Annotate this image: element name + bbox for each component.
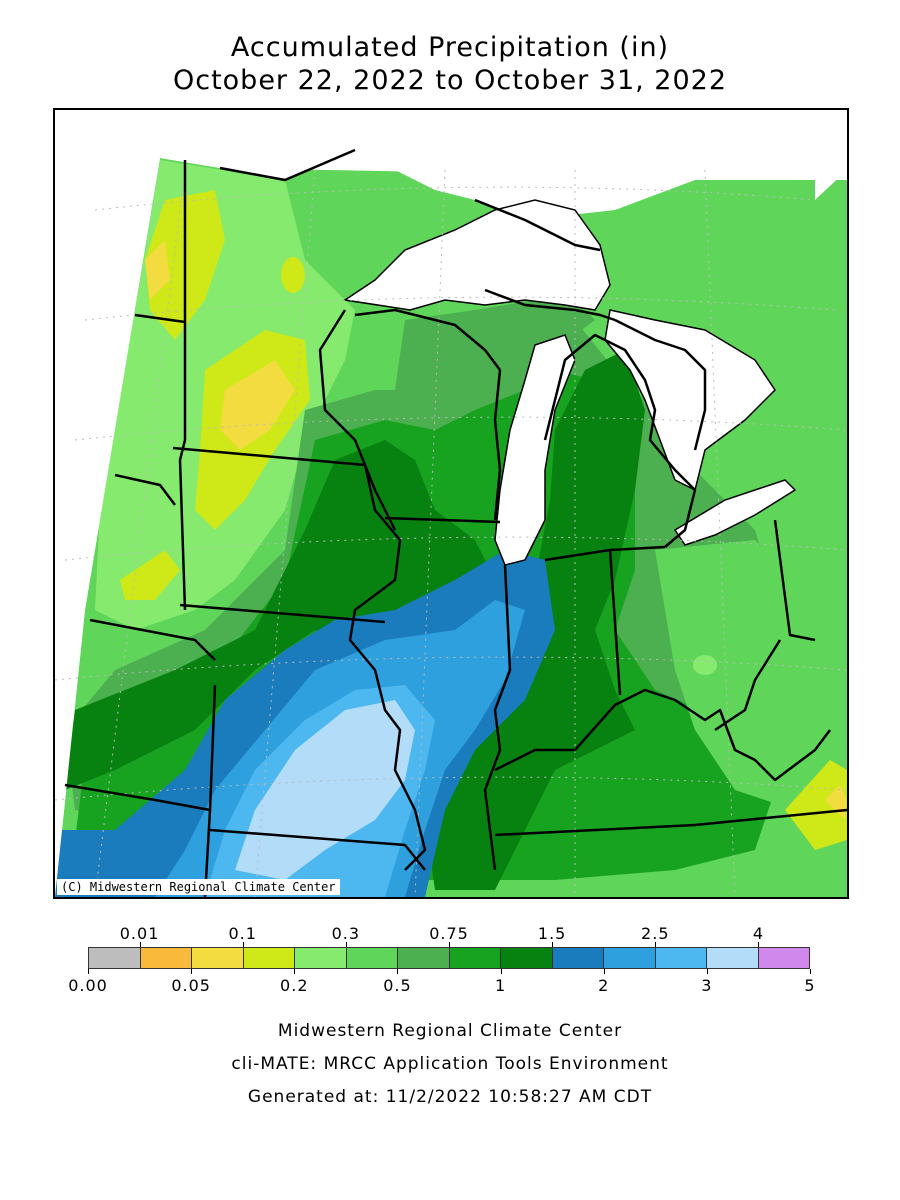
legend-swatch [140,948,192,968]
legend-swatch [501,948,553,968]
legend-tick [397,969,399,974]
lake-huron [604,309,776,492]
precip-band-yellowgreen-south [120,550,180,600]
legend-tick [706,969,708,974]
legend-label-bottom: 1 [494,976,507,995]
lake-superior [342,199,611,311]
footer-org: Midwestern Regional Climate Center [277,1021,623,1041]
legend-label-bottom: 0.5 [383,976,412,995]
outside-region-north [55,110,847,220]
legend-label-bottom: 0.05 [171,976,211,995]
legend-tick [449,942,450,947]
legend-label-top: 0.1 [228,924,257,943]
legend-label-bottom: 0.2 [280,976,309,995]
legend-label-bottom: 0.00 [68,976,108,995]
legend-label-top: 1.5 [537,924,567,943]
legend-tick [810,969,811,974]
legend-swatch [295,948,347,968]
legend-swatch [89,948,141,968]
legend-label-top: 0.75 [429,924,469,943]
precip-spot-wisconsin [281,257,305,293]
outside-region-east [815,110,847,200]
legend-tick [191,969,193,974]
legend-label-top: 0.3 [331,924,361,943]
legend-tick [294,969,296,974]
footer-timestamp: Generated at: 11/2/2022 10:58:27 AM CDT [247,1087,653,1107]
legend-swatch [192,948,244,968]
legend-swatch [552,948,604,968]
legend-swatch [243,948,295,968]
legend-tick [242,942,244,947]
legend-tick [500,969,502,974]
legend-tick [139,942,141,947]
map-date-range: October 22, 2022 to October 31, 2022 [172,65,727,96]
legend-tick [603,969,605,974]
map-canvas [55,110,847,897]
map-title: Accumulated Precipitation (in) [230,32,670,63]
legend-swatch [449,948,501,968]
precipitation-map: (C) Midwestern Regional Climate Center [53,108,849,899]
precip-band-yellowgreen-wv [785,760,847,850]
legend-label-bottom: 3 [701,976,713,995]
outside-region-west [55,110,160,897]
legend-label-top: 4 [752,924,765,943]
legend-tick [345,942,347,947]
legend-swatch [604,948,656,968]
legend-tick [552,942,554,947]
legend-label-bottom: 5 [804,976,816,995]
legend-tick [655,942,657,947]
precip-spot-ohio [693,655,717,675]
legend-tick [88,969,89,974]
precip-band-yellow-north [145,240,170,300]
precip-band-upper-michigan [395,300,595,410]
legend-label-bottom: 2 [598,976,610,995]
lake-erie [673,479,797,546]
graticule [55,169,847,897]
color-legend [88,947,810,969]
legend-swatch [398,948,450,968]
legend-swatch [707,948,759,968]
precip-band-light-green-ohio [655,540,825,810]
legend-swatch [758,948,809,968]
legend-swatch [655,948,707,968]
legend-label-top: 0.01 [119,924,160,943]
state-boundaries [64,148,847,897]
footer-tool: cli-MATE: MRCC Application Tools Environ… [231,1054,669,1074]
legend-swatch [346,948,398,968]
legend-label-top: 2.5 [641,924,670,943]
precip-band-yellow-center [220,360,295,450]
map-credit: (C) Midwestern Regional Climate Center [57,879,340,895]
legend-tick [758,942,760,947]
